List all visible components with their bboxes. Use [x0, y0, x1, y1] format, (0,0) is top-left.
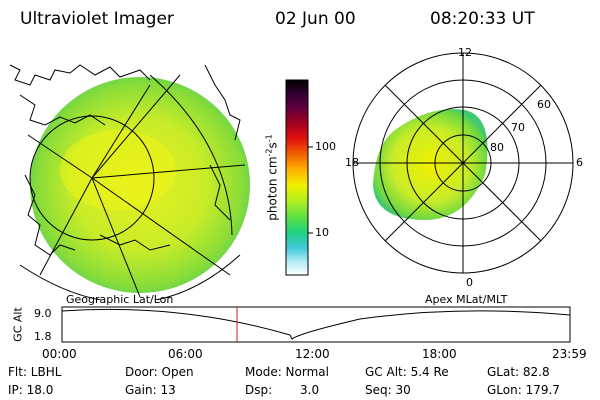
lat-lon-grid [19, 74, 246, 300]
mode-info: Mode: Normal [245, 365, 329, 379]
timeline-axis-label: GC Alt [11, 307, 25, 342]
image-time: 08:20:33 UT [430, 9, 535, 29]
color-scale-bar [285, 79, 313, 276]
polar-grid [352, 52, 574, 274]
gc-alt-info: GC Alt: 5.4 Re [365, 365, 449, 379]
glat-info: GLat: 82.8 [487, 365, 550, 379]
polar-image [352, 52, 574, 274]
timeline-xtick-2359: 23:59 [552, 347, 587, 361]
timeline-ytick-low: 1.8 [34, 330, 52, 343]
filter-info: Flt: LBHL [8, 365, 62, 379]
geographic-image [9, 64, 250, 300]
mlt-label-12: 12 [458, 46, 472, 59]
auroral-oval [373, 109, 488, 220]
timeline-xtick-0000: 00:00 [42, 347, 77, 361]
right-map-label: Apex MLat/MLT [425, 293, 508, 306]
altitude-curve [61, 308, 571, 340]
colorbar-tick-100: 100 [315, 140, 336, 153]
mlt-label-0: 0 [466, 276, 473, 289]
timeline-xtick-0600: 06:00 [168, 347, 203, 361]
mlt-label-18: 18 [345, 156, 359, 169]
dsp-label: Dsp: [245, 383, 273, 397]
colorbar-tick-10: 10 [315, 226, 329, 239]
coastlines [9, 64, 241, 256]
door-info: Door: Open [125, 365, 194, 379]
glon-info: GLon: 179.7 [487, 383, 560, 397]
seq-info: Seq: 30 [365, 383, 411, 397]
mlt-label-6: 6 [576, 156, 583, 169]
ip-info: IP: 18.0 [8, 383, 54, 397]
timeline-ytick-high: 9.0 [34, 307, 52, 320]
mlat-label-60: 60 [537, 98, 551, 111]
dsp-value: 3.0 [300, 383, 320, 397]
gain-info: Gain: 13 [125, 383, 176, 397]
colorbar-unit-label: photon cm-2s-1 [264, 134, 280, 221]
instrument-title: Ultraviolet Imager [20, 9, 174, 29]
mlat-label-80: 80 [490, 141, 504, 154]
left-map-label: Geographic Lat/Lon [66, 293, 174, 306]
timeline-xtick-1800: 18:00 [422, 347, 457, 361]
altitude-timeline [61, 306, 571, 343]
image-date: 02 Jun 00 [275, 9, 356, 29]
timeline-xtick-1200: 12:00 [295, 347, 330, 361]
mlat-label-70: 70 [511, 121, 525, 134]
